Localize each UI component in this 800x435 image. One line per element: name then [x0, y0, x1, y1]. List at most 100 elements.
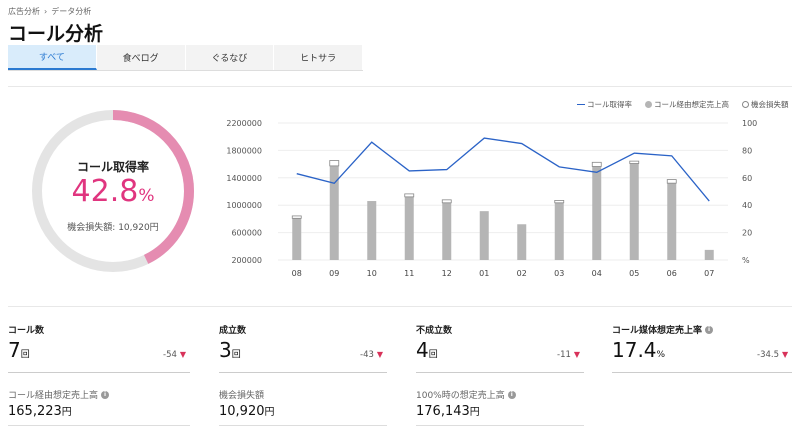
- x-tick-label: 03: [554, 269, 564, 278]
- bar-swatch: [645, 101, 652, 108]
- tab-hitosara[interactable]: ヒトサラ: [274, 45, 363, 70]
- metric-contracts: 成立数 3回: [219, 323, 246, 362]
- y-tick-label-right: 60: [742, 174, 752, 183]
- legend-item-line: コール取得率: [577, 99, 632, 110]
- metric-label: 成立数: [219, 326, 247, 336]
- bar: [667, 183, 677, 260]
- y-tick-label-right: 20: [742, 229, 752, 238]
- sub-label: 機会損失額: [219, 388, 275, 401]
- donut-chart: [32, 110, 194, 272]
- loss-swatch: [742, 101, 749, 108]
- x-tick-label: 06: [667, 269, 677, 278]
- y-tick-label-left: 1400000: [226, 174, 262, 183]
- sub-metric-loss: 機会損失額 10,920円: [219, 388, 275, 419]
- metric-label-text: コール媒体想定売上率: [612, 326, 703, 336]
- loss-bar: [441, 199, 452, 204]
- tab-gurunavi[interactable]: ぐるなび: [185, 45, 275, 70]
- down-triangle-icon: ▼: [782, 350, 789, 359]
- donut-fill: [32, 110, 194, 272]
- loss-bar: [554, 200, 565, 204]
- diff-value: -43: [360, 350, 374, 360]
- sub-metric-full-sales: 100%時の想定売上高 i 176,143円: [416, 388, 516, 419]
- x-tick-label: 01: [479, 269, 489, 278]
- sub-number: 10,920: [219, 404, 265, 419]
- donut-unit: %: [138, 186, 155, 206]
- bar: [704, 249, 714, 260]
- breadcrumb-item: データ分析: [51, 7, 92, 16]
- sub-label-text: 100%時の想定売上高: [416, 391, 505, 401]
- bar: [629, 163, 639, 260]
- diff-value: -34.5: [757, 350, 779, 360]
- tab-all[interactable]: すべて: [8, 45, 97, 70]
- page-title: コール分析: [8, 23, 104, 45]
- section-divider: [8, 86, 792, 87]
- metric-number: 4: [416, 338, 429, 362]
- rate-line: [296, 137, 710, 202]
- sub-underline: [416, 425, 584, 426]
- legend-label: 機会損失額: [751, 100, 789, 109]
- sub-label: 100%時の想定売上高 i: [416, 388, 516, 401]
- x-tick-label: 09: [329, 269, 339, 278]
- sub-value: 176,143円: [416, 403, 516, 419]
- info-icon[interactable]: i: [507, 390, 516, 399]
- sub-label-text: 機会損失額: [219, 391, 265, 401]
- loss-bar: [591, 161, 602, 167]
- call-rate-donut: コール取得率 42.8% 機会損失額: 10,920円: [30, 108, 196, 274]
- bar: [517, 224, 527, 260]
- legend-label: コール取得率: [587, 100, 632, 109]
- x-tick-label: 04: [592, 269, 602, 278]
- y-tick-label-left: 1800000: [226, 146, 262, 155]
- tab-tabelog[interactable]: 食べログ: [96, 45, 186, 70]
- info-icon[interactable]: i: [705, 325, 714, 334]
- breadcrumb-separator: ›: [44, 7, 48, 16]
- y-tick-label-left: 2200000: [226, 119, 262, 128]
- tab-bar: すべて 食べログ ぐるなび ヒトサラ: [8, 45, 363, 71]
- metric-diff: -34.5 ▼: [757, 350, 788, 360]
- x-tick-label: 05: [629, 269, 639, 278]
- metric-label: コール媒体想定売上率 i: [612, 323, 714, 336]
- sub-metric-call-sales: コール経由想定売上高 i 165,223円: [8, 388, 110, 419]
- x-tick-label: 02: [517, 269, 527, 278]
- y-tick-label-right: 80: [742, 146, 752, 155]
- metric-calls: コール数 7回: [8, 323, 44, 362]
- metric-underline: [416, 372, 584, 373]
- metric-number: 7: [8, 338, 21, 362]
- metric-label: コール数: [8, 326, 45, 336]
- legend-item-bar: コール経由想定売上高: [645, 99, 729, 110]
- sub-underline: [219, 425, 387, 426]
- donut-loss-text: 機会損失額: 10,920円: [67, 223, 159, 233]
- down-triangle-icon: ▼: [573, 350, 581, 359]
- metric-unit: %: [656, 350, 666, 360]
- sub-unit: 円: [469, 407, 480, 418]
- loss-bar: [404, 193, 415, 198]
- sub-unit: 円: [61, 407, 72, 418]
- metric-value: 7回: [8, 338, 44, 362]
- section-divider: [8, 306, 792, 307]
- y-tick-label-right: 100: [742, 119, 757, 128]
- sub-unit: 円: [264, 407, 275, 418]
- down-triangle-icon: ▼: [376, 350, 384, 359]
- sub-label: コール経由想定売上高 i: [8, 388, 110, 401]
- x-tick-label: 10: [367, 269, 377, 278]
- diff-value: -11: [557, 350, 571, 360]
- metric-underline: [219, 372, 387, 373]
- bar: [442, 202, 452, 260]
- donut-number: 42.8: [71, 174, 139, 209]
- sub-underline: [8, 425, 190, 426]
- info-icon[interactable]: i: [101, 390, 110, 399]
- breadcrumb-item[interactable]: 広告分析: [8, 7, 40, 16]
- metric-number: 17.4: [612, 338, 657, 362]
- x-tick-label: 07: [704, 269, 714, 278]
- metric-diff: -11 ▼: [557, 350, 580, 360]
- monthly-chart: 2200000 100 1800000 80 1400000 60 1000000 40 600…: [226, 119, 757, 278]
- metric-diff: -54 ▼: [163, 350, 186, 360]
- sub-value: 10,920円: [219, 403, 275, 419]
- y-tick-label-left: 600000: [231, 229, 262, 238]
- metric-diff: -43 ▼: [360, 350, 383, 360]
- bar: [479, 211, 489, 260]
- legend-label: コール経由想定売上高: [654, 100, 729, 109]
- bar: [292, 218, 302, 260]
- line-swatch: [577, 104, 585, 105]
- bar: [554, 202, 564, 260]
- y-tick-label-right: 40: [742, 201, 752, 210]
